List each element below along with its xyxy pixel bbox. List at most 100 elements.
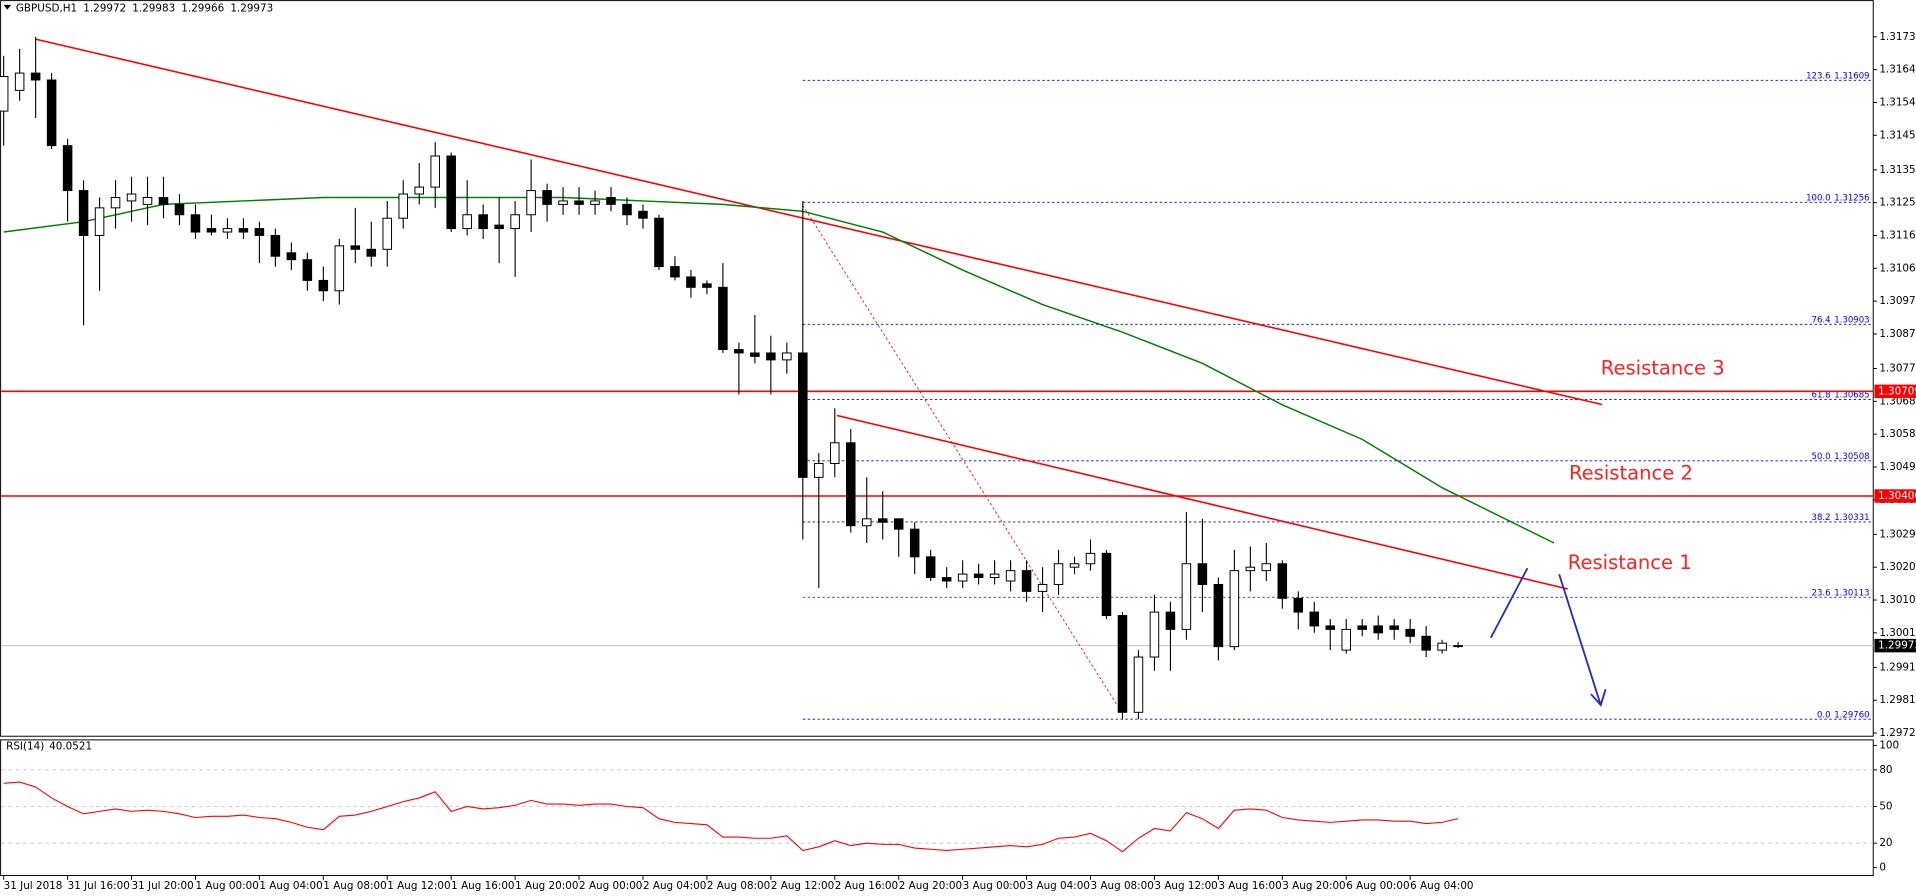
x-tick-label: 2 Aug 08:00 — [707, 880, 770, 892]
y-tick-label: 1.29910 — [1879, 661, 1916, 673]
candle-body — [254, 228, 265, 236]
candle-body — [1133, 656, 1144, 713]
x-tick-label: 3 Aug 20:00 — [1282, 880, 1345, 892]
candle-body — [1085, 552, 1096, 565]
candle-body — [446, 155, 456, 230]
candle-body — [1341, 628, 1351, 651]
trend-line — [35, 38, 1603, 406]
price-box-label: 1.30406 — [1878, 490, 1916, 502]
candle-body — [702, 283, 712, 288]
candle-body — [989, 573, 1000, 579]
candle-body — [366, 248, 377, 257]
fib-label: 123.6 1.31609 — [1806, 71, 1869, 81]
candle-body — [734, 349, 744, 354]
candle-body — [206, 228, 217, 233]
candle-body — [270, 234, 281, 257]
fib-label: 0.0 1.29760 — [1817, 710, 1870, 720]
fib-level: 100.0 — [1806, 193, 1830, 203]
candle-body — [1117, 615, 1128, 713]
fib-price: 1.30903 — [1834, 315, 1869, 325]
candle-body — [845, 442, 856, 527]
candle-body — [1245, 566, 1256, 572]
candle-body — [126, 193, 137, 202]
fib-price: 1.30508 — [1834, 451, 1869, 461]
header-open: 1.29972 — [83, 3, 126, 15]
fib-label: 23.6 1.30113 — [1812, 588, 1870, 598]
candle-body — [1453, 645, 1463, 648]
candle-body — [558, 200, 568, 205]
candle-body — [1181, 563, 1192, 630]
candle-body — [606, 196, 616, 205]
candle-body — [1037, 583, 1048, 592]
y-tick-label: 1.30585 — [1879, 428, 1916, 440]
fib-label: 61.8 1.30685 — [1812, 390, 1870, 400]
moving-average — [3, 196, 1555, 544]
candle-body — [798, 352, 808, 478]
candle-body — [430, 155, 440, 188]
annotation: Resistance 3 — [1601, 357, 1725, 380]
candle-body — [510, 214, 520, 230]
x-tick-label: 1 Aug 04:00 — [259, 880, 322, 892]
fib-price: 1.31256 — [1834, 193, 1869, 203]
x-tick-label: 6 Aug 04:00 — [1410, 880, 1473, 892]
price-box — [1874, 384, 1916, 399]
candle-body — [78, 190, 89, 236]
y-tick-label: 1.31350 — [1879, 164, 1916, 176]
x-tick-label: 1 Aug 08:00 — [323, 880, 386, 892]
price-panel — [0, 0, 1874, 737]
candle-body — [1309, 611, 1320, 627]
arrow — [1558, 574, 1602, 706]
candle-body — [1197, 563, 1208, 585]
fib-price: 1.31609 — [1834, 71, 1869, 81]
x-tick-label: 1 Aug 16:00 — [451, 880, 514, 892]
candle-body — [526, 190, 536, 216]
annotation: Resistance 1 — [1568, 551, 1692, 574]
y-tick-label: 1.30875 — [1879, 328, 1916, 340]
y-tick-label: 1.30970 — [1879, 295, 1916, 307]
fib-level: 38.2 — [1812, 513, 1831, 523]
x-tick-label: 2 Aug 16:00 — [835, 880, 898, 892]
rsi-tick-label: 80 — [1879, 764, 1892, 776]
y-tick-label: 1.30490 — [1879, 461, 1916, 473]
arrow — [1489, 567, 1529, 639]
fib-label: 100.0 1.31256 — [1806, 193, 1869, 203]
y-tick-label: 1.31255 — [1879, 197, 1916, 209]
price-box-label: 1.29973 — [1878, 640, 1916, 652]
x-tick-label: 1 Aug 00:00 — [195, 880, 258, 892]
candle-body — [814, 463, 824, 478]
x-tick-label: 2 Aug 00:00 — [579, 880, 642, 892]
candle-body — [222, 228, 233, 233]
candle-body — [1277, 563, 1288, 599]
y-tick-label: 1.30680 — [1879, 395, 1916, 407]
x-tick-label: 31 Jul 2018 — [4, 880, 63, 892]
annotation: Resistance 2 — [1569, 462, 1693, 485]
fib-label: 38.2 1.30331 — [1812, 513, 1870, 523]
candle-body — [574, 200, 584, 205]
candle-body — [1421, 635, 1431, 651]
candle-body — [1213, 583, 1224, 648]
candle-body — [1069, 563, 1080, 568]
y-tick-label: 1.30775 — [1879, 363, 1916, 375]
candle-body — [750, 352, 760, 357]
candle-body — [286, 252, 297, 261]
candle-body — [1373, 625, 1383, 634]
candle-body — [1389, 625, 1399, 630]
header-low: 1.29966 — [181, 3, 224, 15]
candle-body — [782, 352, 792, 361]
candle-body — [110, 196, 121, 209]
candle-body — [1437, 642, 1447, 651]
candle-body — [1293, 597, 1304, 613]
y-tick-label: 1.31735 — [1879, 31, 1916, 43]
candle-body — [686, 276, 696, 288]
candle-body — [654, 217, 664, 268]
candle-body — [398, 193, 409, 219]
rsi-header: RSI(14) 40.0521 — [6, 741, 92, 753]
fib-price: 1.30331 — [1834, 513, 1869, 523]
fib-price: 1.30685 — [1834, 390, 1869, 400]
menu-arrow[interactable] — [3, 4, 11, 10]
fib-base-line — [802, 205, 1123, 713]
candle-body — [1021, 570, 1032, 592]
y-tick-label: 1.31640 — [1879, 64, 1916, 76]
